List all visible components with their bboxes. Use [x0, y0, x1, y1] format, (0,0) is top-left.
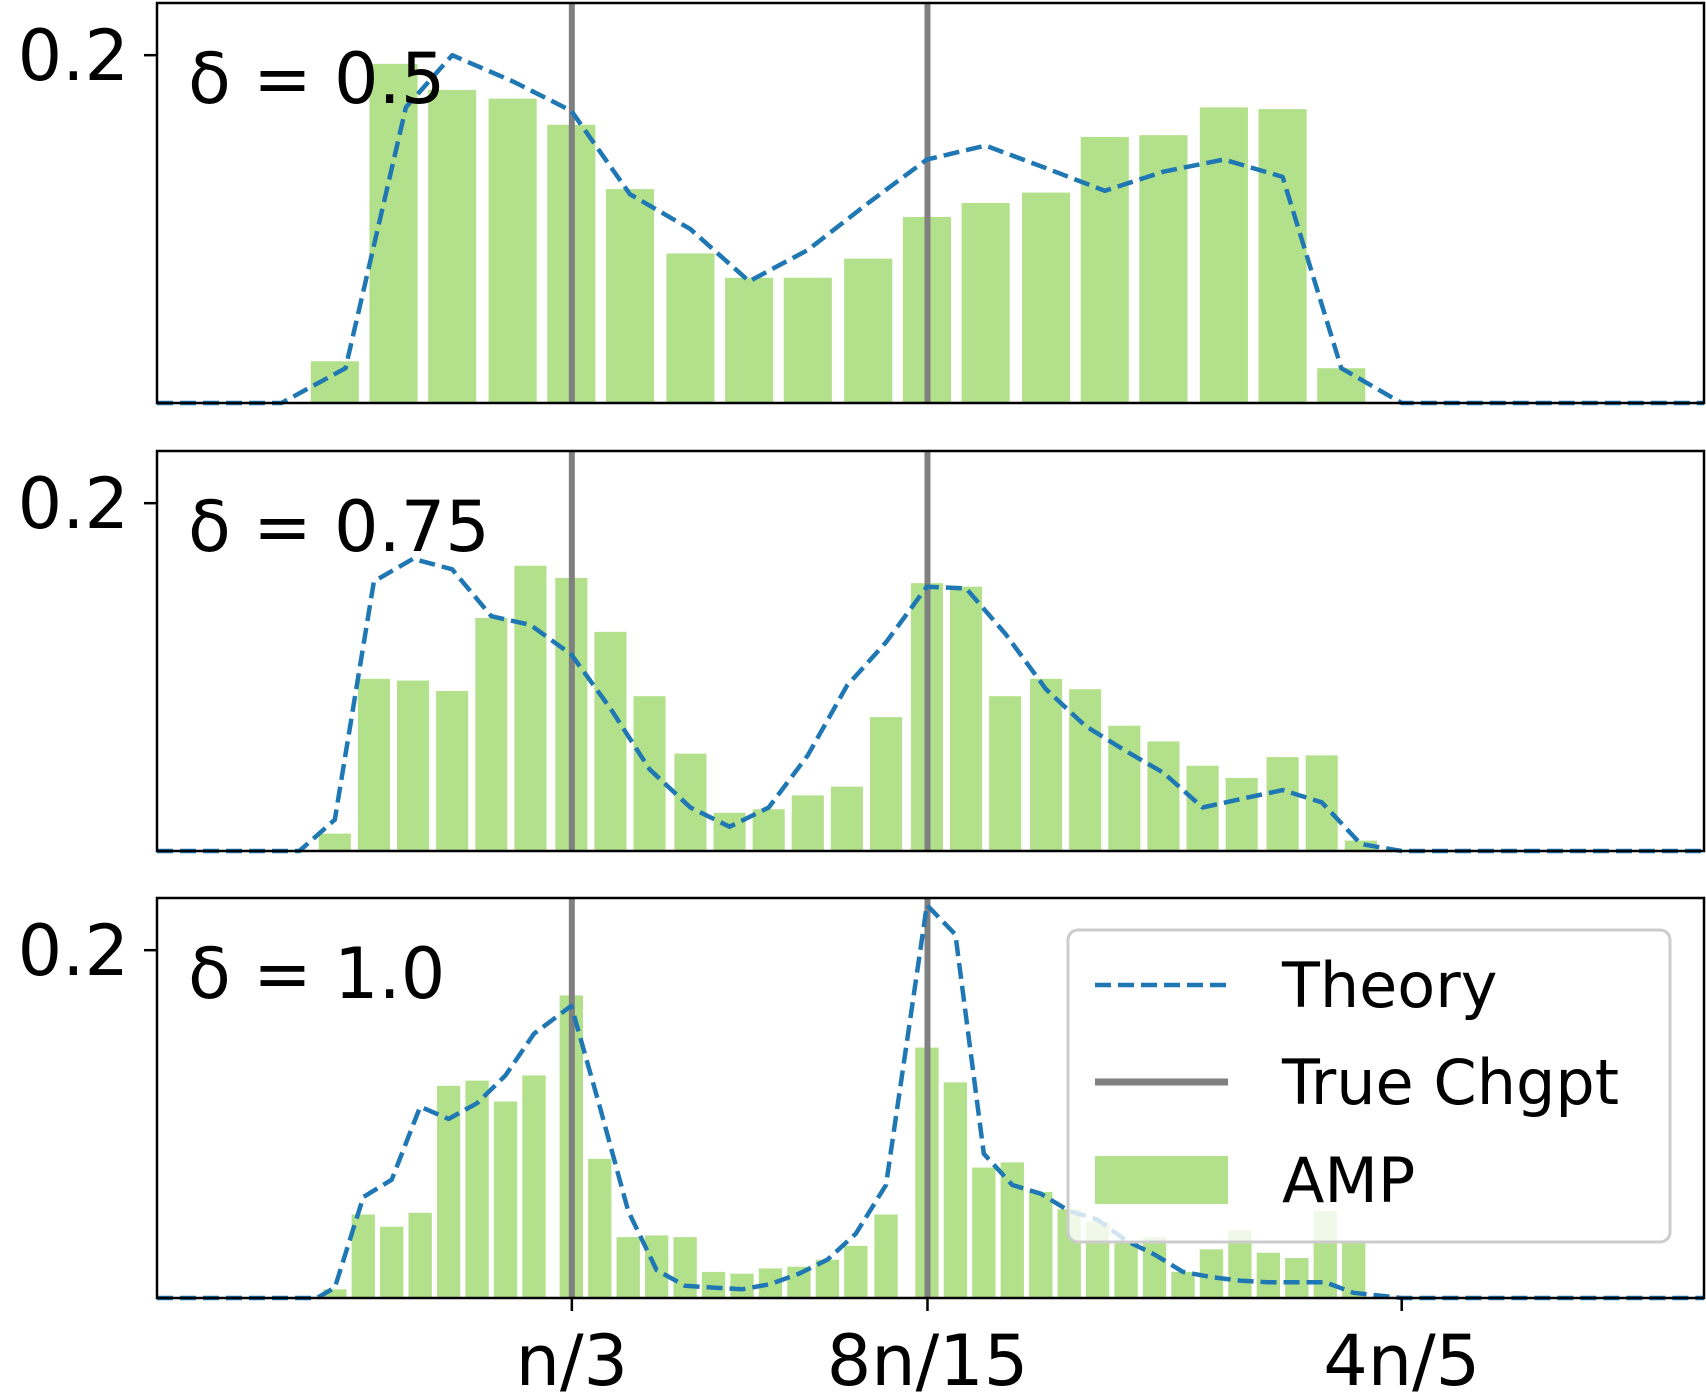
amp-bar — [1000, 1162, 1024, 1298]
amp-bar — [351, 1214, 375, 1298]
amp-bar — [605, 189, 655, 403]
x-tick-label: 8n/15 — [827, 1320, 1029, 1399]
amp-bar — [436, 691, 469, 851]
legend: Theory True Chgpt AMP — [1066, 928, 1672, 1244]
amp-bar — [1266, 757, 1299, 851]
amp-bar — [514, 565, 547, 851]
amp-bar — [1114, 1240, 1138, 1298]
amp-bar — [870, 717, 903, 851]
amp-bar — [1285, 1258, 1309, 1298]
amp-bar — [666, 253, 715, 403]
panel-delta-label: δ = 0.75 — [188, 486, 490, 568]
theory-line — [157, 902, 1704, 1301]
amp-bar — [522, 1075, 546, 1298]
amp-bar — [616, 1237, 640, 1298]
amp-bar — [725, 277, 774, 403]
panels-layer: 0.2 δ = 0.5 0.2 δ = 0.75 0.2 δ = 1.0 — [18, 1, 1706, 1301]
amp-bar — [943, 1082, 968, 1298]
amp-bar — [1171, 1271, 1195, 1298]
amp-bar — [950, 586, 983, 851]
panel-1: 0.2 δ = 0.5 — [18, 1, 1706, 406]
amp-bar — [674, 753, 707, 851]
amp-bar — [475, 617, 508, 851]
amp-bar — [961, 203, 1010, 403]
amp-bar — [1199, 1249, 1224, 1298]
amp-bar — [436, 1085, 461, 1298]
amp-bar — [594, 631, 627, 851]
panel-delta-label: δ = 1.0 — [188, 933, 445, 1015]
x-tick-label: n/3 — [516, 1320, 629, 1399]
y-tick-label: 0.2 — [18, 15, 129, 97]
amp-bar — [844, 258, 893, 403]
amp-bar — [1342, 1240, 1366, 1298]
legend-label: AMP — [1282, 1144, 1415, 1217]
amp-bar — [783, 277, 832, 403]
legend-amp-swatch — [1095, 1156, 1228, 1204]
amp-bar — [323, 1289, 347, 1298]
amp-bar — [633, 696, 666, 851]
amp-bar — [1344, 840, 1377, 851]
x-axis: n/3 8n/15 4n/5 — [516, 1298, 1480, 1399]
panel-2: 0.2 δ = 0.75 — [18, 449, 1706, 854]
amp-bar — [408, 1212, 432, 1298]
amp-bar — [701, 1271, 726, 1298]
amp-bar — [1258, 109, 1307, 403]
y-tick-label: 0.2 — [18, 463, 129, 545]
amp-bar — [380, 1226, 404, 1298]
panel-delta-label: δ = 0.5 — [188, 38, 445, 120]
theory-line — [157, 52, 1704, 406]
amp-bar — [972, 1167, 996, 1298]
amp-bar — [730, 1273, 754, 1298]
amp-bar — [989, 696, 1022, 851]
amp-bar — [830, 786, 863, 851]
theory-line — [157, 556, 1704, 854]
legend-label: Theory — [1281, 949, 1497, 1022]
amp-bar — [1108, 725, 1141, 851]
amp-bar — [1139, 135, 1188, 403]
amp-bar — [357, 678, 390, 851]
legend-label: True Chgpt — [1281, 1046, 1619, 1119]
amp-bar — [1317, 368, 1366, 403]
amp-bar — [1225, 777, 1258, 851]
panel-3: 0.2 δ = 1.0 — [18, 896, 1706, 1301]
amp-bar — [1030, 678, 1063, 851]
amp-bar — [752, 809, 785, 851]
amp-bar — [493, 1101, 518, 1298]
x-tick-label: 4n/5 — [1323, 1320, 1480, 1399]
amp-bar — [1256, 1252, 1281, 1298]
amp-bar — [465, 1080, 489, 1298]
amp-bar — [758, 1268, 783, 1298]
panel-frame — [155, 449, 1706, 853]
amp-bar — [673, 1237, 697, 1298]
panel-frame — [155, 1, 1706, 405]
amp-bar — [815, 1259, 840, 1298]
amp-bar — [397, 680, 430, 851]
amp-bar — [1029, 1191, 1053, 1298]
amp-bar — [588, 1158, 612, 1298]
amp-bar — [488, 98, 537, 404]
amp-bar — [428, 89, 477, 404]
amp-bar — [318, 833, 351, 851]
amp-bar — [1199, 107, 1248, 403]
amp-bar — [791, 795, 824, 851]
amp-bar — [1142, 1237, 1167, 1298]
amp-bar — [713, 812, 746, 851]
amp-bar — [1080, 136, 1129, 404]
amp-bar — [874, 1214, 898, 1298]
y-tick-label: 0.2 — [18, 910, 129, 992]
panel-frame — [155, 896, 1706, 1300]
amp-bar — [787, 1266, 811, 1298]
amp-bar — [1147, 741, 1180, 851]
amp-bar — [844, 1245, 868, 1298]
amp-bar — [1022, 192, 1071, 403]
